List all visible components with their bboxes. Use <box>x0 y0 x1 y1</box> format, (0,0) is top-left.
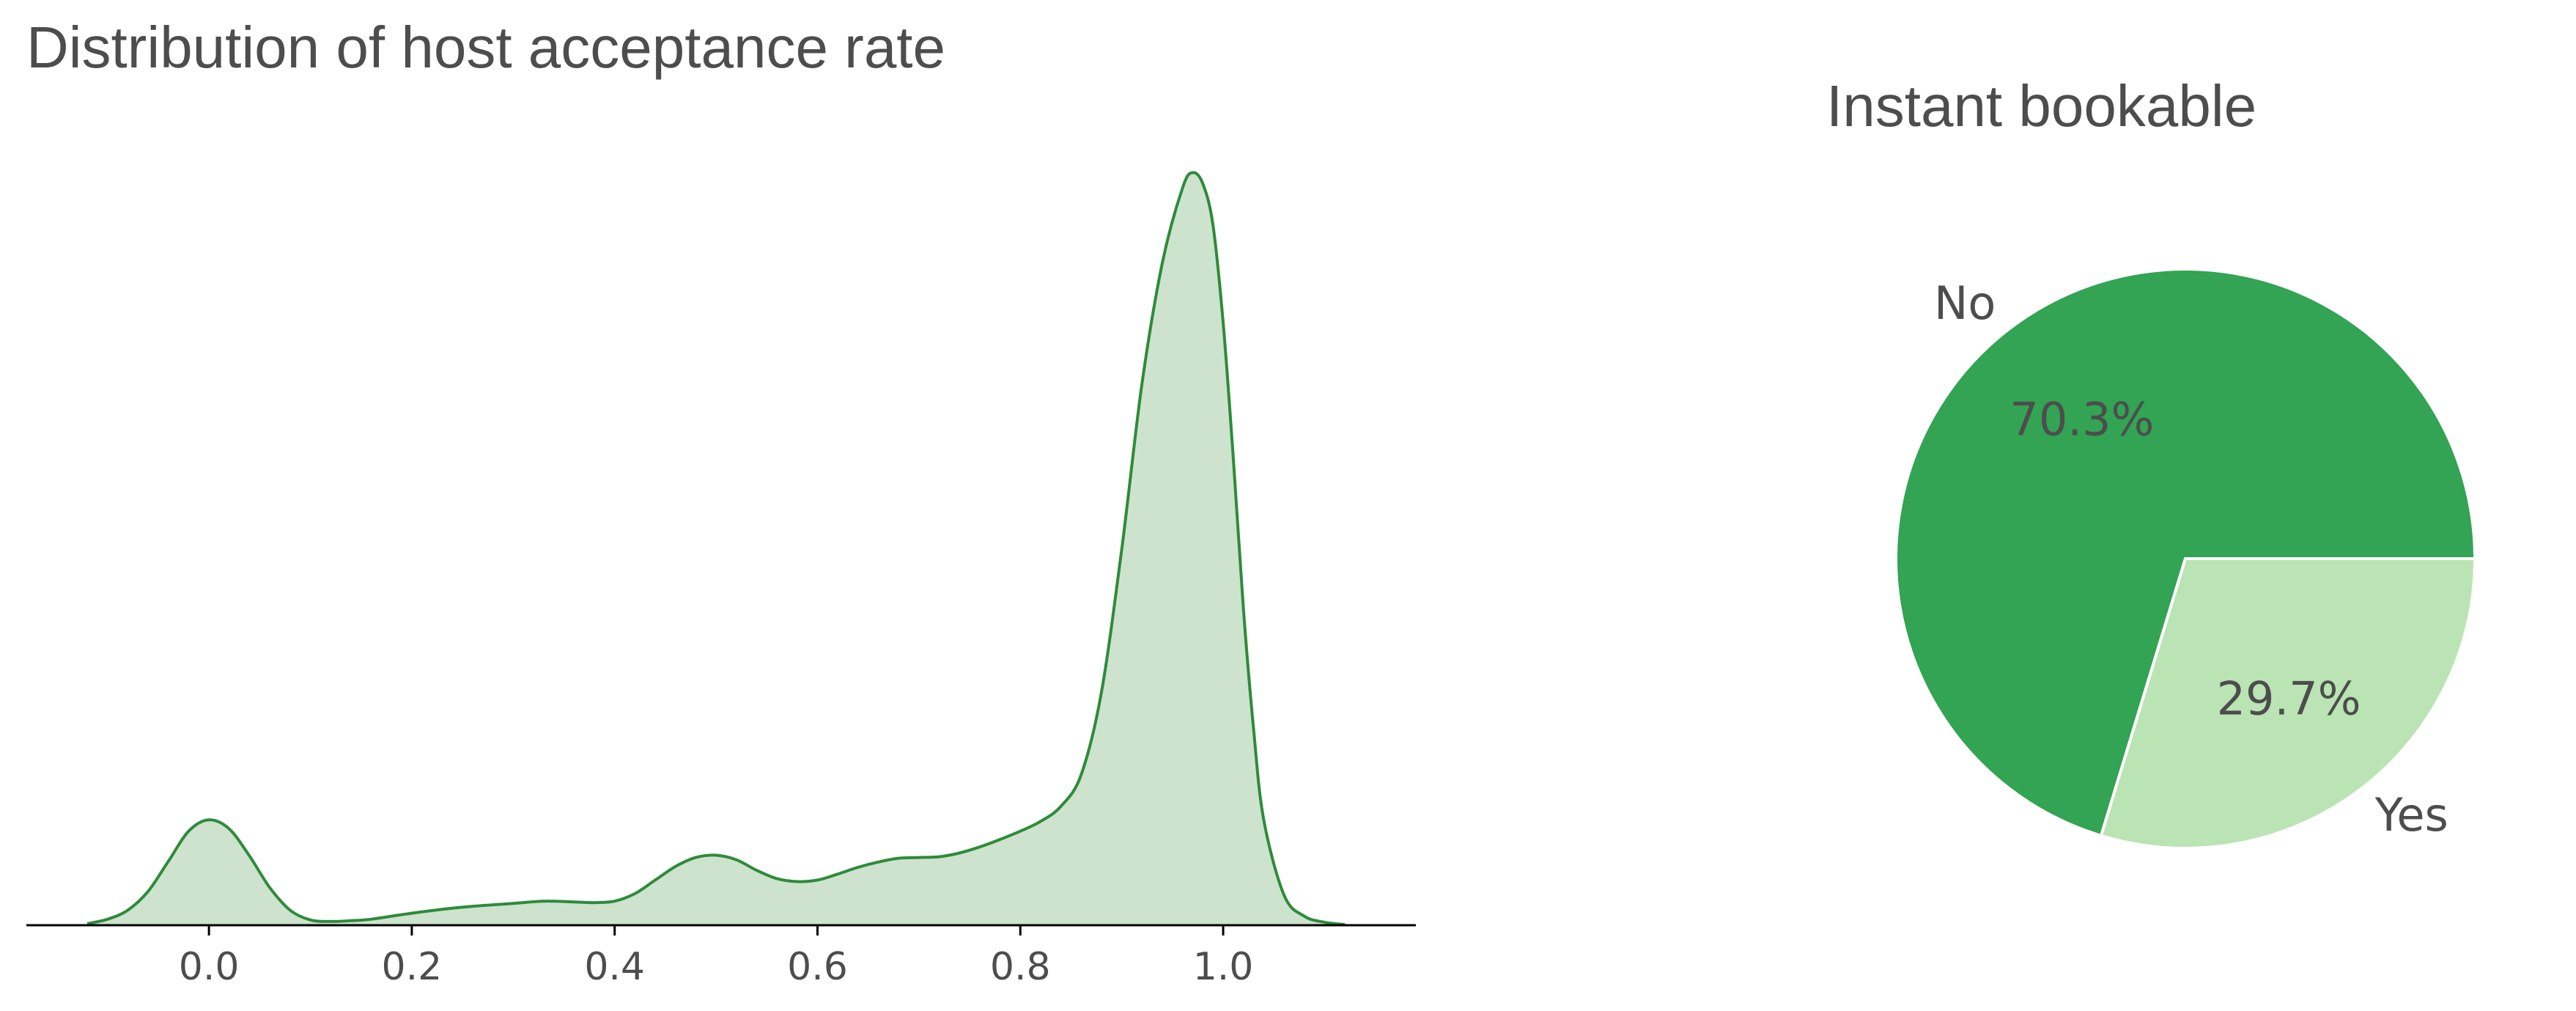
pie-chart: Instant bookable No 70.3% Yes 29.7% <box>1826 73 2477 850</box>
kde-area-fill <box>87 172 1346 925</box>
x-tick-label: 1.0 <box>1193 945 1254 989</box>
pie-label-yes: Yes <box>2374 788 2448 842</box>
pie-chart-title: Instant bookable <box>1826 73 2256 139</box>
kde-density-line <box>86 171 1346 926</box>
pie-labels: No 70.3% Yes 29.7% <box>1934 276 2448 842</box>
pie-pct-label-no: 70.3% <box>2009 393 2154 446</box>
x-tick-label: 0.4 <box>584 945 645 989</box>
pie-pct-label-yes: 29.7% <box>2217 672 2361 725</box>
kde-chart-title: Distribution of host acceptance rate <box>26 15 945 80</box>
pie-label-no: No <box>1934 276 1996 330</box>
kde-chart: Distribution of host acceptance rate 0.0… <box>26 15 1416 989</box>
pie-slice-yes <box>2099 557 2477 850</box>
pie-slice-no <box>1894 268 2477 838</box>
x-tick-label: 0.0 <box>179 945 240 989</box>
pie-slices <box>1894 268 2477 850</box>
x-tick-label: 0.8 <box>990 945 1051 989</box>
x-tick-label: 0.2 <box>382 945 443 989</box>
x-tick-label: 0.6 <box>787 945 848 989</box>
x-axis-ticks: 0.0 0.2 0.4 0.6 0.8 1.0 <box>179 925 1254 989</box>
